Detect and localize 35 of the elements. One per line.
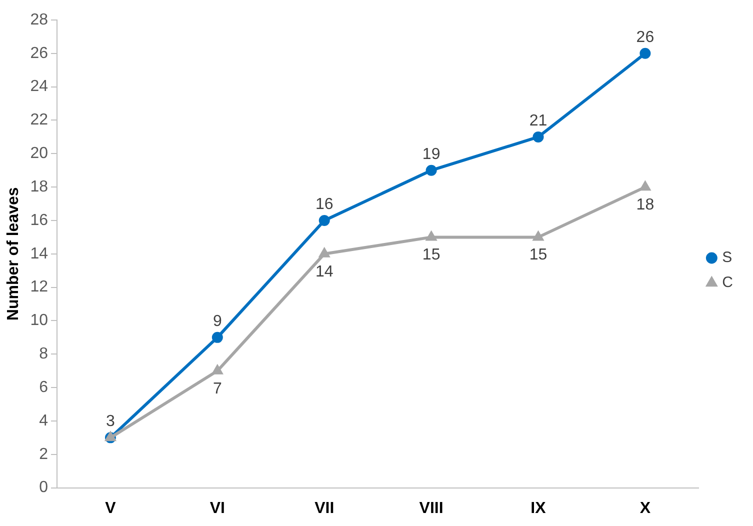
x-tick-label: VIII	[419, 500, 444, 517]
y-tick-label: 24	[30, 78, 48, 96]
y-tick-label: 26	[30, 44, 48, 62]
y-tick-label: 18	[30, 178, 48, 196]
y-tick-label: 6	[39, 378, 48, 396]
x-tick-label: V	[105, 500, 116, 517]
data-label: 16	[315, 196, 334, 213]
data-label: 19	[422, 146, 440, 163]
data-label: 7	[212, 380, 222, 398]
data-label: 3	[106, 413, 116, 430]
x-tick-label: VI	[210, 500, 225, 517]
y-tick-label: 8	[39, 346, 48, 363]
y-tick-label: 10	[30, 312, 48, 330]
legend-label: C	[722, 274, 734, 292]
y-tick-label: 2	[39, 446, 48, 463]
y-tick-label: 20	[30, 145, 48, 162]
data-label: 21	[529, 112, 548, 130]
y-tick-label: 12	[30, 278, 48, 296]
y-tick-label: 16	[30, 212, 48, 229]
y-tick-label: 22	[30, 112, 48, 129]
data-label: 15	[422, 246, 440, 264]
legend-label: S	[722, 249, 732, 266]
data-label: 9	[212, 312, 222, 330]
x-tick-label: X	[640, 500, 651, 517]
x-tick-label: IX	[530, 500, 546, 517]
data-label: 14	[315, 263, 334, 280]
y-axis-title: Number of leaves	[5, 187, 22, 321]
y-tick-label: 0	[39, 479, 48, 496]
y-tick-label: 28	[30, 11, 48, 28]
data-label: 18	[636, 196, 654, 214]
data-label: 15	[529, 246, 548, 264]
data-label: 26	[636, 28, 654, 46]
y-tick-label: 14	[30, 245, 48, 262]
y-tick-label: 4	[39, 412, 48, 430]
x-tick-label: VII	[314, 500, 334, 517]
